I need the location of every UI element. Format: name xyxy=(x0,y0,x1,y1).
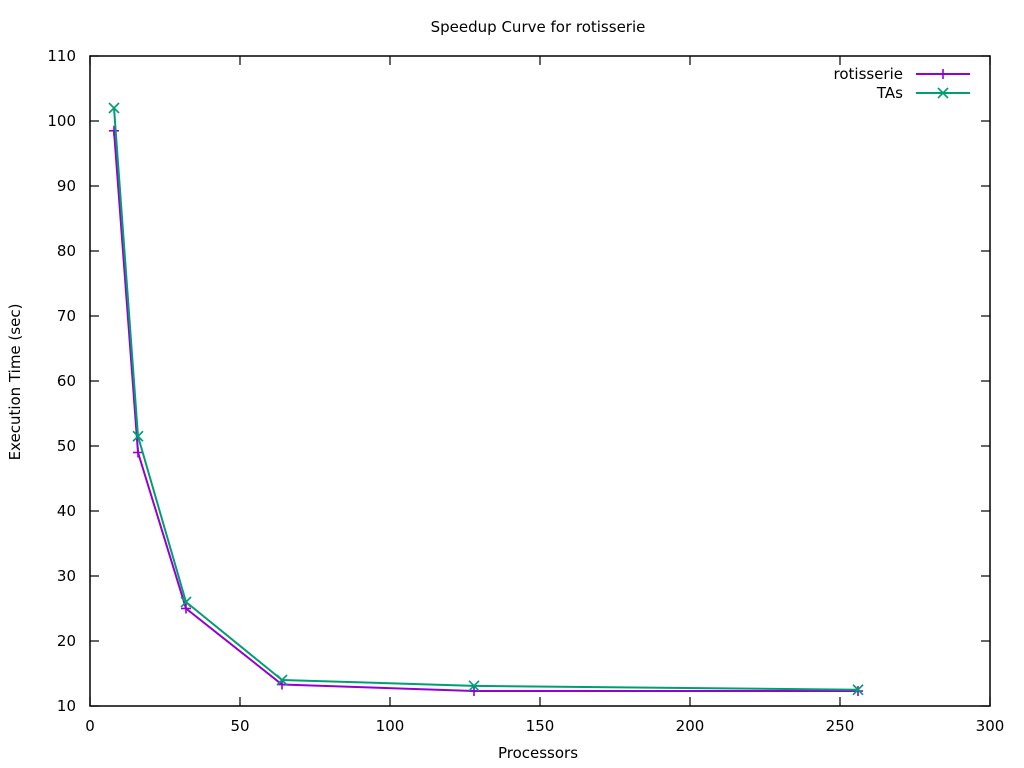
plot-frame xyxy=(89,55,991,707)
x-tick-label: 250 xyxy=(826,717,855,735)
data-point-rotisserie xyxy=(133,447,143,458)
y-axis-label: Execution Time (sec) xyxy=(6,304,24,461)
y-tick-label: 20 xyxy=(57,632,76,650)
x-tick-label: 200 xyxy=(676,717,705,735)
plot-area xyxy=(108,102,864,697)
x-tick-label: 150 xyxy=(526,717,555,735)
data-point-rotisserie xyxy=(181,603,191,614)
data-point-tas xyxy=(468,680,480,692)
y-tick-label: 90 xyxy=(57,177,76,195)
data-point-tas xyxy=(108,102,120,114)
y-tick-label: 50 xyxy=(57,437,76,455)
data-point-rotisserie xyxy=(853,686,863,697)
x-tick-label: 0 xyxy=(85,717,95,735)
y-tick-label: 110 xyxy=(47,47,76,65)
legend-label-rotisserie: rotisserie xyxy=(834,65,904,83)
data-point-tas xyxy=(180,596,192,608)
legend-marker-tas xyxy=(937,87,949,99)
x-tick-label: 50 xyxy=(230,717,249,735)
y-tick-label: 10 xyxy=(57,697,76,715)
legend-label-tas: TAs xyxy=(876,84,903,102)
data-point-tas xyxy=(132,430,144,442)
series-line-tas xyxy=(113,107,859,691)
data-point-tas xyxy=(852,684,864,696)
chart-title: Speedup Curve for rotisserie xyxy=(431,18,646,36)
data-point-tas xyxy=(276,674,288,686)
y-tick-label: 80 xyxy=(57,242,76,260)
y-tick-label: 30 xyxy=(57,567,76,585)
x-axis-label: Processors xyxy=(498,744,578,762)
y-tick-label: 100 xyxy=(47,112,76,130)
y-tick-label: 60 xyxy=(57,372,76,390)
y-tick-label: 40 xyxy=(57,502,76,520)
x-tick-label: 300 xyxy=(976,717,1005,735)
legend-marker-rotisserie xyxy=(938,69,948,79)
axis-ticks: 10 20 30 40 50 60 70 80 90 100 110 0 50 100 150 200 250 3… xyxy=(47,47,1004,735)
y-tick-label: 70 xyxy=(57,307,76,325)
data-point-rotisserie xyxy=(277,679,287,690)
data-point-rotisserie xyxy=(109,125,119,136)
x-tick-label: 100 xyxy=(376,717,405,735)
series-line-rotisserie xyxy=(113,130,858,693)
data-point-rotisserie xyxy=(469,686,479,697)
